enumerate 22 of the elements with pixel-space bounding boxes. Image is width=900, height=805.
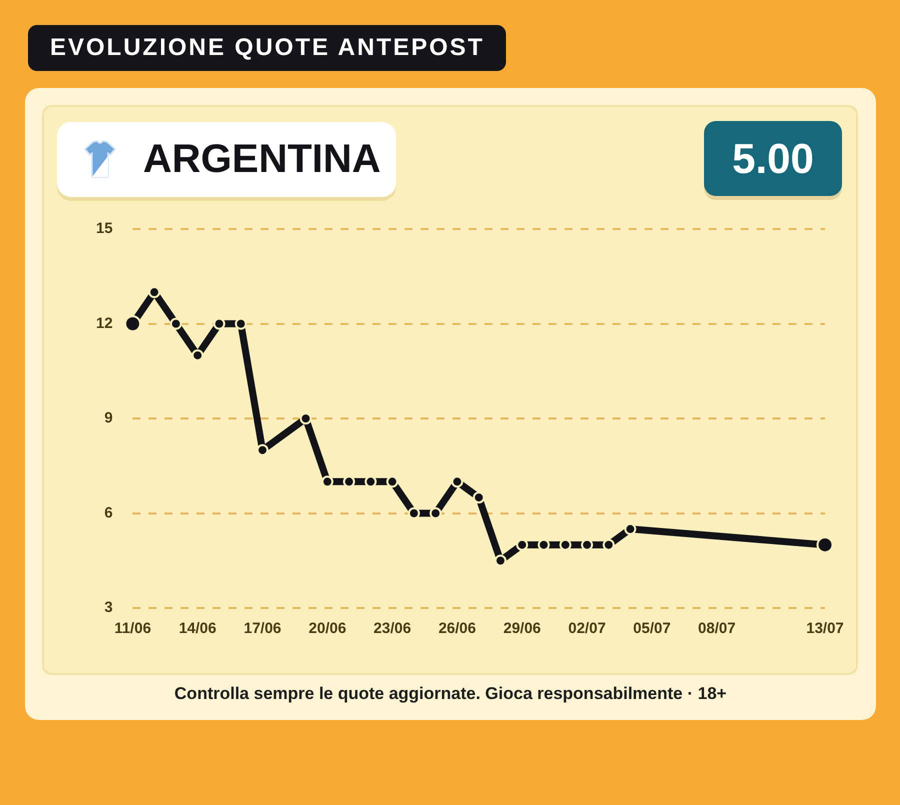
y-tick-label: 15 xyxy=(96,220,113,238)
y-tick-label: 12 xyxy=(96,314,113,332)
x-tick-label: 08/07 xyxy=(698,620,736,638)
x-tick-label: 05/07 xyxy=(633,620,671,638)
x-tick-label: 14/06 xyxy=(178,620,216,638)
x-tick-label: 20/06 xyxy=(308,620,346,638)
y-tick-label: 9 xyxy=(104,410,113,427)
chart-subtitle: ARGENTINA xyxy=(143,136,381,183)
x-tick-label: 02/07 xyxy=(568,620,606,638)
x-tick-label: 23/06 xyxy=(374,620,412,638)
text: Controlla sempre le quote aggiornate. Gioca responsabilmente · 18+ xyxy=(173,684,728,704)
x-tick-label: 26/06 xyxy=(438,620,476,638)
x-tick-label: 17/06 xyxy=(244,620,282,638)
text: 5.00 xyxy=(704,121,842,196)
point xyxy=(170,318,182,330)
y-tick-label: 3 xyxy=(104,599,113,616)
x-tick-label: 11/06 xyxy=(114,620,152,638)
chart-title: EVOLUZIONE QUOTE ANTEPOST xyxy=(28,25,506,71)
point xyxy=(472,491,485,504)
x-tick-label: 13/07 xyxy=(806,620,844,638)
x-tick-label: 29/06 xyxy=(503,620,541,638)
y-tick-label: 6 xyxy=(104,504,113,522)
